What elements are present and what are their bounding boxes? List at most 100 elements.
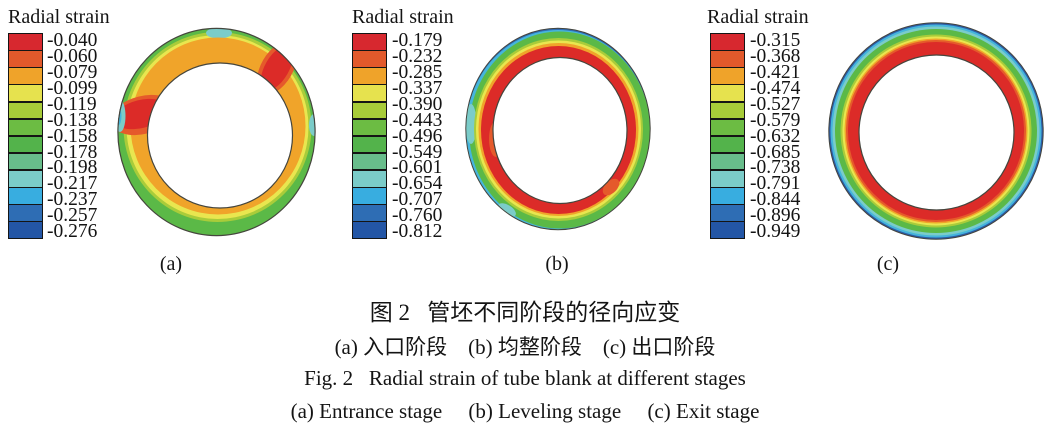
legend-swatch [9, 136, 42, 153]
legend-colorbar [352, 33, 387, 239]
contour-ring-leveling [465, 27, 651, 231]
legend-b-title: Radial strain [352, 6, 454, 28]
legend-c-title: Radial strain [707, 6, 809, 28]
legend-value: -0.368 [750, 45, 801, 67]
legend-swatch [353, 119, 386, 136]
ring-inner-hole [492, 56, 628, 205]
legend-value: -0.237 [47, 189, 98, 211]
legend-value: -0.791 [750, 173, 801, 195]
legend-swatch [353, 153, 386, 170]
legend-swatch [9, 119, 42, 136]
ring-fleck-teal-left [465, 104, 477, 144]
legend-value: -0.390 [392, 93, 443, 115]
ring-outer-outline [828, 22, 1044, 240]
legend-swatch [711, 188, 744, 204]
legend-value: -0.654 [392, 173, 443, 195]
ring-fleck-teal-se [636, 186, 651, 208]
legend-swatch [711, 34, 744, 50]
legend-swatch [711, 205, 744, 221]
legend-swatch [353, 171, 386, 187]
caption-zh-title: 图 2 管坯不同阶段的径向应变 [369, 300, 681, 325]
legend-swatch [353, 85, 386, 101]
ring-outer-outline [465, 27, 651, 231]
legend-swatch [353, 102, 386, 119]
legend-value: -0.337 [392, 77, 443, 99]
legend-value: -0.178 [47, 141, 98, 163]
legend-colorbar [710, 33, 745, 239]
legend-swatch [711, 85, 744, 101]
legend-value: -0.601 [392, 157, 443, 179]
legend-value: -0.844 [750, 189, 801, 211]
legend-value: -0.527 [750, 93, 801, 115]
legend-colorbar [8, 33, 43, 239]
legend-value: -0.579 [750, 109, 801, 131]
legend-value: -0.217 [47, 173, 98, 195]
caption-en-title: Fig. 2 Radial strain of tube blank at di… [304, 366, 746, 390]
legend-swatch [711, 102, 744, 119]
ring-fleck-cyan-east [309, 114, 316, 136]
contour-ring-entrance [117, 27, 316, 237]
caption-zh-subtitle: (a) 入口阶段 (b) 均整阶段 (c) 出口阶段 [334, 335, 716, 359]
legend-value: -0.443 [392, 109, 443, 131]
legend-swatch [711, 51, 744, 67]
legend-swatch [711, 136, 744, 153]
legend-swatch [353, 136, 386, 153]
legend-swatch [9, 188, 42, 204]
legend-value: -0.896 [750, 205, 801, 227]
ring-outer-outline [117, 27, 316, 237]
legend-value: -0.119 [47, 93, 97, 115]
legend-value: -0.138 [47, 109, 98, 131]
ring-fleck-cyan-top [206, 27, 232, 39]
legend-swatch [353, 68, 386, 84]
legend-swatch [353, 222, 386, 238]
legend-swatch [9, 153, 42, 170]
legend-value: -0.232 [392, 45, 443, 67]
legend-value: -0.760 [392, 205, 443, 227]
legend-swatch [353, 205, 386, 221]
legend-swatch [711, 68, 744, 84]
legend-value: -0.474 [750, 77, 801, 99]
legend-swatch [711, 222, 744, 238]
legend-swatch [9, 34, 42, 50]
legend-value: -0.257 [47, 205, 98, 227]
legend-value: -0.198 [47, 157, 98, 179]
legend-value: -0.079 [47, 61, 98, 83]
caption-en-subtitle: (a) Entrance stage (b) Leveling stage (c… [290, 399, 760, 423]
ring-fleck-teal-sw [498, 203, 516, 217]
panel-label-c: (c) [876, 253, 900, 275]
ring-inner-hole [146, 62, 294, 209]
legend-value: -0.421 [750, 61, 801, 83]
legend-swatch [9, 205, 42, 221]
panel-label-b: (b) [545, 253, 569, 275]
legend-swatch [9, 85, 42, 101]
legend-swatch [353, 34, 386, 50]
legend-value: -0.949 [750, 221, 801, 243]
legend-swatch [9, 51, 42, 67]
legend-value: -0.738 [750, 157, 801, 179]
legend-value: -0.060 [47, 45, 98, 67]
legend-value: -0.099 [47, 77, 98, 99]
legend-swatch [353, 188, 386, 204]
legend-values: -0.179 -0.232 -0.285 -0.337 -0.390 -0.443 -0.4… [392, 30, 456, 243]
legend-value: -0.040 [47, 30, 98, 51]
legend-swatch [9, 171, 42, 187]
legend-swatch [9, 102, 42, 119]
legend-swatch [9, 222, 42, 238]
legend-value: -0.496 [392, 125, 443, 147]
legend-value: -0.179 [392, 30, 443, 51]
legend-swatch [711, 153, 744, 170]
legend-swatch [9, 68, 42, 84]
legend-values: -0.315 -0.368 -0.421 -0.474 -0.527 -0.579 -0.6… [750, 31, 814, 243]
legend-swatch [711, 171, 744, 187]
legend-swatch [711, 119, 744, 136]
legend-value: -0.549 [392, 141, 443, 163]
ring-inner-hole [858, 54, 1015, 211]
legend-value: -0.276 [47, 221, 98, 243]
legend-swatch [353, 51, 386, 67]
legend-value: -0.632 [750, 125, 801, 147]
legend-value: -0.707 [392, 189, 443, 211]
legend-value: -0.812 [392, 221, 443, 243]
legend-value: -0.158 [47, 125, 98, 147]
legend-value: -0.685 [750, 141, 801, 163]
